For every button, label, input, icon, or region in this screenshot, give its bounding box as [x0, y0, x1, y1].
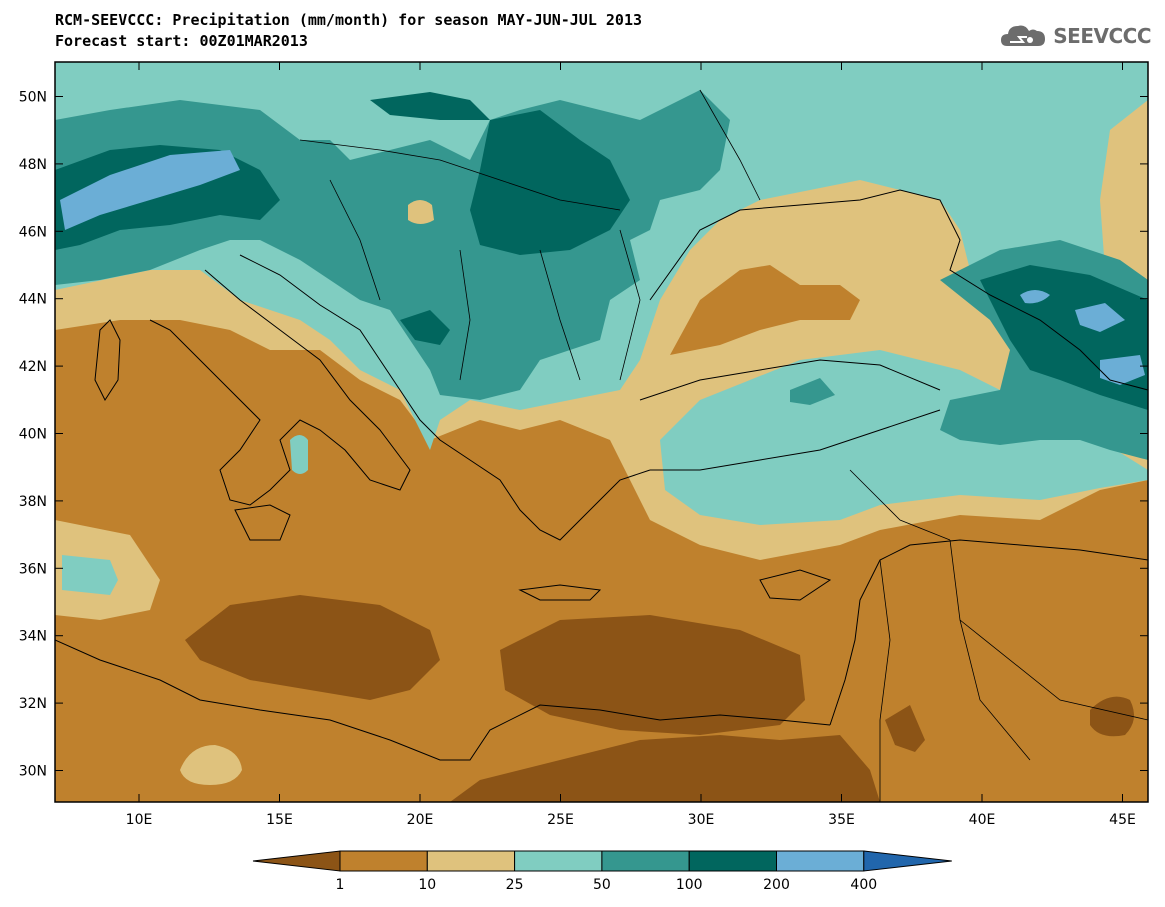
colorbar-segment [688, 850, 778, 872]
field-50-100-west [62, 555, 118, 595]
field-lt1-arabia [1090, 696, 1134, 737]
coast-turkey [639, 359, 941, 471]
field-lt1-central [185, 595, 440, 700]
lat-label: 36N [19, 561, 47, 577]
lon-label: 30E [688, 812, 715, 828]
logo-text: SEEVCCC [1053, 24, 1151, 48]
coast-blacksea [649, 189, 1148, 391]
colorbar-segment [514, 850, 603, 872]
field-200-400-carpath [370, 92, 490, 120]
colorbar-label: 400 [850, 877, 877, 893]
coast-italy [149, 269, 411, 506]
field-lt1-sinai [885, 705, 925, 752]
colorbar-segment [776, 850, 865, 872]
colorbar-segment [601, 850, 690, 872]
colorbar-segment [863, 850, 952, 872]
field-10-25-turkey [670, 265, 860, 355]
coast-levant [829, 539, 1148, 726]
colorbar-label: 25 [506, 877, 524, 893]
border-lines [299, 89, 1148, 802]
lon-label: 35E [828, 812, 855, 828]
colorbar-label: 200 [763, 877, 790, 893]
lon-label: 15E [266, 812, 293, 828]
lat-label: 50N [19, 90, 47, 106]
lat-label: 42N [19, 359, 47, 375]
colorbar-segment [426, 850, 516, 872]
field-400plus-caucasus-2 [1075, 303, 1125, 332]
lon-label: 45E [1109, 812, 1136, 828]
field-200-400-north [470, 110, 630, 255]
field-400plus-caucasus-1 [1020, 290, 1050, 304]
lon-label: 10E [126, 812, 153, 828]
lat-label: 48N [19, 157, 47, 173]
colorbar: 1 10 25 50 100 200 400 [252, 850, 952, 893]
field-50-100-spot [290, 435, 308, 474]
coast-balkans [239, 254, 651, 541]
colorbar-label: 100 [676, 877, 703, 893]
axis-ticks: 50N 48N 46N 44N 42N 40N 38N 36N 34N 32N 30N 10E 15E 2… [19, 62, 1148, 828]
colorbar-label: 50 [593, 877, 611, 893]
coast-corsica [94, 319, 121, 402]
colorbar-segment [252, 850, 341, 872]
lon-label: 25E [547, 812, 574, 828]
field-100-200-turkey [790, 378, 835, 405]
title-line-1: RCM-SEEVCCC: Precipitation (mm/month) fo… [55, 11, 642, 29]
field-25-50-patch [408, 200, 434, 224]
coast-sicily [234, 504, 291, 541]
field-400plus-alps [60, 150, 240, 230]
lat-label: 34N [19, 629, 47, 645]
lat-label: 32N [19, 696, 47, 712]
coast-africa [55, 639, 831, 761]
field-200-400-balkan [400, 310, 450, 345]
lat-label: 44N [19, 292, 47, 308]
lat-label: 38N [19, 494, 47, 510]
colorbar-label: 1 [336, 877, 345, 893]
coastlines [55, 89, 1148, 802]
field-400plus-caucasus-3 [1100, 355, 1145, 385]
seevccc-logo: SEEVCCC [999, 20, 1151, 52]
lon-label: 40E [969, 812, 996, 828]
map-frame [54, 61, 1149, 803]
lat-label: 40N [19, 427, 47, 443]
lon-label: 20E [407, 812, 434, 828]
coast-cyprus [759, 569, 832, 601]
cloud-icon [1001, 25, 1046, 46]
field-lt1-east [500, 615, 805, 735]
map-title: RCM-SEEVCCC: Precipitation (mm/month) fo… [55, 10, 642, 52]
field-50-100-blacksea [660, 350, 1148, 525]
lat-label: 30N [19, 764, 47, 780]
colorbar-segment [339, 850, 428, 872]
field-lt1-south [450, 735, 880, 802]
lat-label: 46N [19, 224, 47, 240]
colorbar-label: 10 [418, 877, 436, 893]
field-25-50-libya [180, 745, 242, 785]
title-line-2: Forecast start: 00Z01MAR2013 [55, 32, 308, 50]
map-field [55, 62, 1148, 802]
coast-crete [518, 584, 602, 601]
